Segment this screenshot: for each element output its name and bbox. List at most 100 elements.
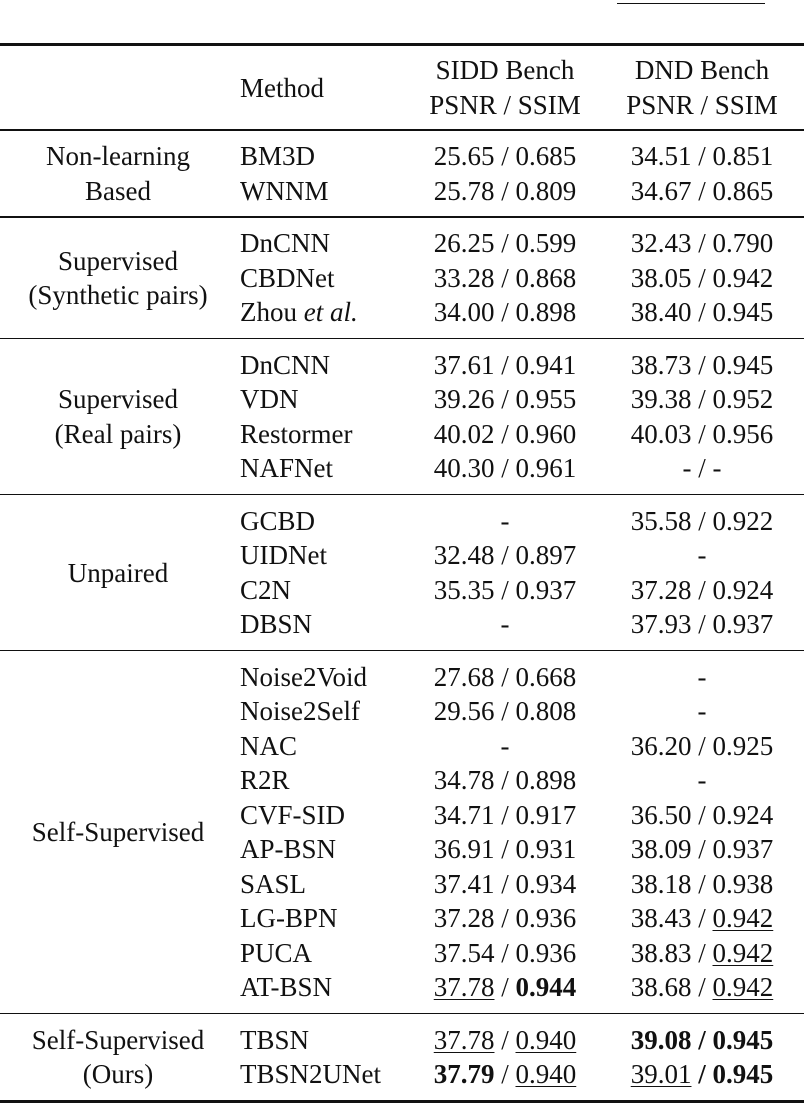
rule — [0, 129, 804, 131]
method-name: AT-BSN — [240, 972, 333, 1003]
rule — [0, 1099, 804, 1103]
dnd-score: 38.43 / 0.942 — [612, 901, 792, 935]
sidd-score: 25.78 / 0.809 — [433, 175, 577, 206]
method-name: TBSN — [240, 1024, 310, 1055]
method-name: CVF-SID — [240, 799, 346, 830]
rule — [0, 1012, 804, 1014]
cell-segment: 0.945 — [712, 1024, 774, 1055]
method-name: LG-BPN — [240, 903, 338, 934]
sidd-score: 37.28 / 0.936 — [433, 903, 577, 934]
sidd-score: 33.28 / 0.868 — [433, 262, 577, 293]
sidd-score: 37.61 / 0.941 — [433, 349, 577, 380]
method-name: WNNM — [240, 175, 329, 206]
dnd-score: 36.50 / 0.924 — [630, 799, 774, 830]
sidd-score: 37.78 / 0.940 — [415, 1023, 595, 1057]
sidd-score: 37.54 / 0.936 — [433, 937, 577, 968]
method-name: NAFNet — [240, 453, 333, 484]
sidd-score: 34.00 / 0.898 — [433, 297, 577, 328]
header-dnd: PSNR / SSIM — [626, 89, 778, 120]
sidd-score: 37.41 / 0.934 — [433, 868, 577, 899]
cut-underline — [617, 3, 765, 4]
method-name: SASL — [240, 868, 307, 899]
dnd-score: 37.93 / 0.937 — [630, 609, 774, 640]
sidd-score: 26.25 / 0.599 — [433, 228, 577, 259]
dnd-score: 39.01 / 0.945 — [612, 1057, 792, 1091]
rule — [0, 216, 804, 218]
dnd-score: 40.03 / 0.956 — [630, 418, 774, 449]
dnd-score: 39.08 / 0.945 — [612, 1023, 792, 1057]
group-label: Supervised — [58, 245, 178, 276]
sidd-score: 32.48 / 0.897 — [433, 540, 577, 571]
cell-segment: 37.78 — [433, 972, 495, 1003]
sidd-score: 25.65 / 0.685 — [433, 141, 577, 172]
cell-segment: 0.940 — [515, 1059, 577, 1090]
dnd-score: 35.58 / 0.922 — [630, 505, 774, 536]
group-label: (Synthetic pairs) — [28, 280, 208, 310]
sidd-score: - — [500, 609, 510, 640]
cell-segment: / — [494, 1024, 516, 1055]
method-name: TBSN2UNet — [240, 1059, 381, 1090]
method-name: Restormer — [240, 418, 353, 449]
cell-segment: 0.940 — [515, 1024, 577, 1055]
dnd-score: - / - — [682, 453, 722, 484]
rule — [0, 493, 804, 495]
method-name: R2R — [240, 765, 290, 796]
method-name: BM3D — [240, 141, 316, 172]
group-label: Non-learning — [46, 141, 190, 172]
sidd-score: 40.02 / 0.960 — [433, 418, 577, 449]
dnd-score: 38.73 / 0.945 — [630, 349, 774, 380]
group-label: Self-Supervised — [31, 817, 205, 847]
dnd-score: 38.18 / 0.938 — [630, 868, 774, 899]
cell-segment: 38.68 / — [630, 972, 713, 1003]
header-sidd: PSNR / SSIM — [429, 89, 581, 120]
cell-segment: 0.944 — [515, 972, 577, 1003]
method-name: CBDNet — [240, 262, 335, 293]
sidd-score: 35.35 / 0.937 — [433, 574, 577, 605]
header-sidd: SIDD Bench — [435, 55, 575, 85]
cell-segment: 0.942 — [712, 972, 774, 1003]
dnd-score: - — [697, 765, 707, 796]
group-label: Based — [85, 175, 151, 206]
rule — [0, 43, 804, 46]
method-name: DnCNN — [240, 228, 331, 259]
header-method: Method — [240, 73, 324, 103]
dnd-score: 32.43 / 0.790 — [630, 228, 774, 259]
dnd-score: - — [697, 540, 707, 571]
sidd-score: 39.26 / 0.955 — [433, 384, 577, 415]
sidd-score: 27.68 / 0.668 — [433, 661, 577, 692]
dnd-score: 34.51 / 0.851 — [630, 141, 774, 172]
method-name: Zhou et al. — [240, 295, 358, 329]
method-name: UIDNet — [240, 540, 327, 571]
cell-segment: 38.43 / — [630, 903, 713, 934]
method-name: Noise2Self — [240, 696, 360, 727]
sidd-score: 29.56 / 0.808 — [433, 696, 577, 727]
cell-segment: 39.01 — [630, 1059, 692, 1090]
sidd-score: - — [500, 505, 510, 536]
sidd-score: 40.30 / 0.961 — [433, 453, 577, 484]
dnd-score: - — [697, 696, 707, 727]
dnd-score: 38.83 / 0.942 — [612, 936, 792, 970]
method-name: AP-BSN — [240, 834, 337, 865]
sidd-score: 36.91 / 0.931 — [433, 834, 577, 865]
dnd-score: 36.20 / 0.925 — [630, 730, 774, 761]
rule — [0, 649, 804, 651]
group-label: Self-Supervised — [31, 1024, 205, 1055]
cell-segment: 0.942 — [712, 937, 774, 968]
method-name: DBSN — [240, 609, 313, 640]
cell-segment: 37.79 — [433, 1059, 495, 1090]
sidd-score: 34.71 / 0.917 — [433, 799, 577, 830]
dnd-score: - — [697, 661, 707, 692]
cell-segment: 37.78 — [433, 1024, 495, 1055]
cell-segment: / — [691, 1059, 713, 1090]
rule — [0, 337, 804, 339]
header-dnd: DND Bench — [634, 55, 770, 85]
sidd-score: 34.78 / 0.898 — [433, 765, 577, 796]
cell-segment: / — [494, 972, 516, 1003]
cell-segment: / — [494, 1059, 516, 1090]
dnd-score: 38.09 / 0.937 — [630, 834, 774, 865]
method-name: C2N — [240, 574, 292, 605]
group-label: Supervised — [58, 384, 178, 415]
dnd-score: 37.28 / 0.924 — [630, 574, 774, 605]
dnd-score: 38.40 / 0.945 — [630, 297, 774, 328]
